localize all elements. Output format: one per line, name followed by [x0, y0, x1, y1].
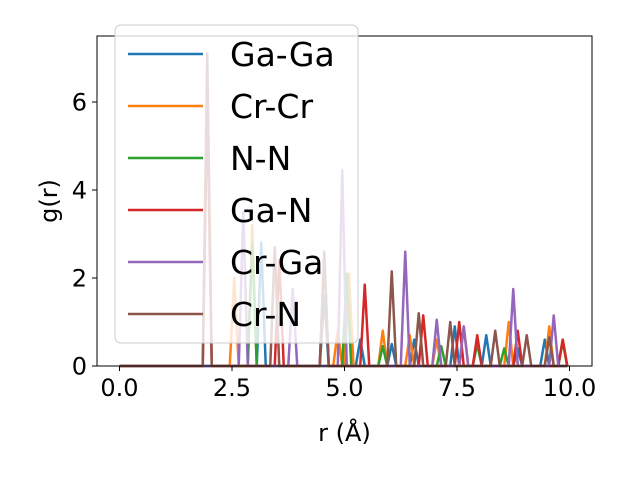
legend-label: Cr-Ga [230, 243, 323, 282]
x-tick-label: 7.5 [438, 374, 476, 402]
legend-label: N-N [230, 139, 291, 178]
legend-entries: Ga-Ga Cr-Cr N-N Ga-N Cr-Ga Cr-N [128, 35, 335, 334]
y-tick-label: 0 [72, 353, 87, 381]
legend-label: Cr-Cr [230, 87, 313, 126]
y-tick-label: 4 [72, 177, 87, 205]
legend-box [114, 24, 359, 344]
legend-label: Ga-Ga [230, 35, 335, 74]
legend-label: Cr-N [230, 295, 301, 334]
x-tick-label: 2.5 [213, 374, 251, 402]
x-axis: 0.0 2.5 5.0 7.5 10.0 [100, 366, 596, 402]
x-tick-label: 10.0 [543, 374, 596, 402]
x-axis-label: r (Å) [318, 418, 371, 447]
x-tick-label: 0.0 [100, 374, 138, 402]
y-axis: 0 2 4 6 [72, 89, 97, 381]
x-tick-label: 5.0 [325, 374, 363, 402]
y-axis-label: g(r) [35, 179, 63, 223]
y-tick-label: 6 [72, 89, 87, 117]
legend: Ga-Ga Cr-Cr N-N Ga-N Cr-Ga Cr-N [114, 24, 359, 344]
y-tick-label: 2 [72, 265, 87, 293]
legend-label: Ga-N [230, 191, 312, 230]
